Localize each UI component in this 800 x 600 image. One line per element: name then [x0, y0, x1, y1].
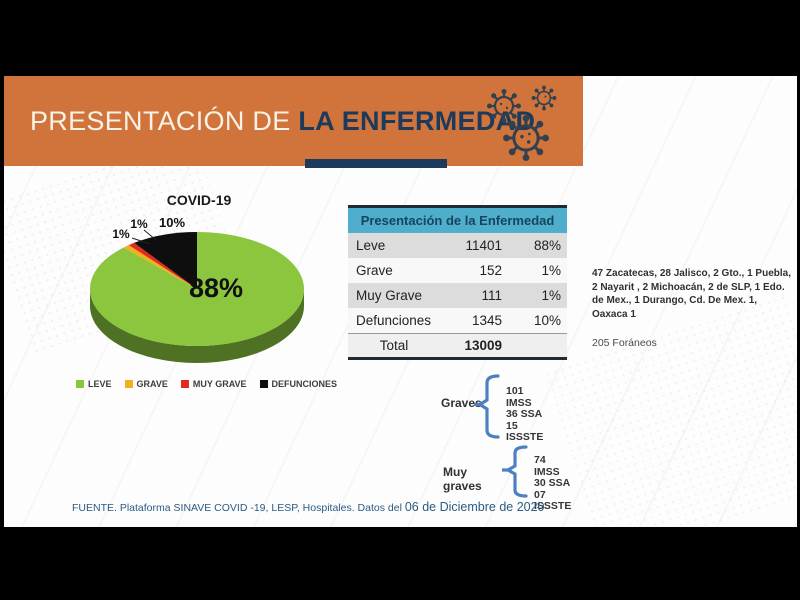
- table-row: Leve 11401 88%: [348, 233, 567, 258]
- states-breakdown-note: 47 Zacatecas, 28 Jalisco, 2 Gto., 1 Pueb…: [592, 268, 791, 320]
- table-row: Defunciones 1345 10%: [348, 308, 567, 333]
- graves-item: 36 SSA: [506, 408, 543, 420]
- table-header: Presentación de la Enfermedad: [348, 208, 567, 233]
- legend-swatch: [124, 380, 133, 388]
- row-label: Grave: [356, 263, 393, 278]
- graves-item: 101 IMSS: [506, 385, 532, 409]
- muy-graves-item: 07 ISSSTE: [534, 488, 572, 512]
- row-percent: 10%: [533, 313, 561, 328]
- pie-slice-label-muy-grave: 1%: [112, 227, 130, 241]
- source-footer: FUENTE. Plataforma SINAVE COVID -19, LES…: [72, 498, 545, 516]
- foreign-count-note: 205 Foráneos: [592, 337, 657, 349]
- row-percent: 88%: [533, 238, 561, 253]
- chart-title: COVID-19: [166, 192, 232, 208]
- legend-item-defunciones: DEFUNCIONES: [259, 379, 338, 389]
- virus-icon: [482, 80, 568, 171]
- legend-item-muy-grave: MUY GRAVE: [180, 379, 247, 389]
- row-value: 11401: [465, 238, 502, 253]
- row-label: Muy Grave: [356, 288, 423, 303]
- pie-chart: [44, 216, 364, 381]
- legend-swatch: [259, 380, 268, 388]
- muy-graves-item: 30 SSA: [534, 477, 571, 489]
- row-percent: 1%: [541, 263, 561, 278]
- legend-swatch: [180, 380, 189, 388]
- background-dots: [542, 291, 797, 527]
- graves-items: 101 IMSS 36 SSA 15 ISSSTE: [506, 385, 544, 444]
- chart-legend: LEVE GRAVE MUY GRAVE DEFUNCIONES: [76, 379, 337, 389]
- slide: PRESENTACIÓN DE LA ENFERMEDAD: [4, 76, 797, 527]
- row-percent: 1%: [541, 288, 561, 303]
- legend-label: MUY GRAVE: [192, 379, 247, 389]
- row-value: 1345: [471, 313, 502, 328]
- row-label: Leve: [356, 238, 386, 253]
- letterbox-top: [0, 0, 800, 76]
- table-total-row: Total 13009: [348, 333, 567, 357]
- total-value: 13009: [464, 338, 502, 353]
- source-text: FUENTE. Plataforma SINAVE COVID -19, LES…: [72, 502, 405, 514]
- table-row: Grave 152 1%: [348, 258, 567, 283]
- legend-item-leve: LEVE: [76, 379, 112, 389]
- pie-slice-label-grave: 1%: [130, 217, 148, 231]
- legend-swatch: [76, 380, 84, 388]
- muy-graves-label: Muy graves: [443, 465, 482, 493]
- pie-slice-label-defunciones: 10%: [158, 215, 186, 230]
- bracket-icon: [502, 445, 528, 498]
- legend-label: LEVE: [88, 379, 112, 389]
- table-row: Muy Grave 111 1%: [348, 283, 567, 308]
- legend-label: GRAVE: [136, 379, 168, 389]
- legend-label: DEFUNCIONES: [271, 379, 338, 389]
- row-value: 111: [481, 288, 502, 303]
- bracket-icon: [474, 374, 500, 439]
- pie-slice-label-leve: 88%: [188, 273, 244, 303]
- graves-label: Graves: [441, 396, 482, 410]
- graves-item: 15 ISSSTE: [506, 419, 544, 443]
- letterbox-bottom: [0, 527, 800, 600]
- row-label: Defunciones: [356, 313, 432, 328]
- legend-item-grave: GRAVE: [124, 379, 168, 389]
- total-label: Total: [379, 338, 409, 353]
- source-date: 06 de Diciembre de 2020: [404, 500, 545, 514]
- muy-graves-items: 74 IMSS 30 SSA 07 ISSSTE: [534, 454, 572, 513]
- row-value: 152: [479, 263, 502, 278]
- page-title-light: PRESENTACIÓN DE: [30, 105, 299, 136]
- muy-graves-item: 74 IMSS: [534, 454, 560, 478]
- presentation-table: Presentación de la Enfermedad Leve 11401…: [348, 205, 567, 360]
- page-title: PRESENTACIÓN DE LA ENFERMEDAD: [4, 106, 535, 137]
- banner-underline-bar: [305, 159, 447, 168]
